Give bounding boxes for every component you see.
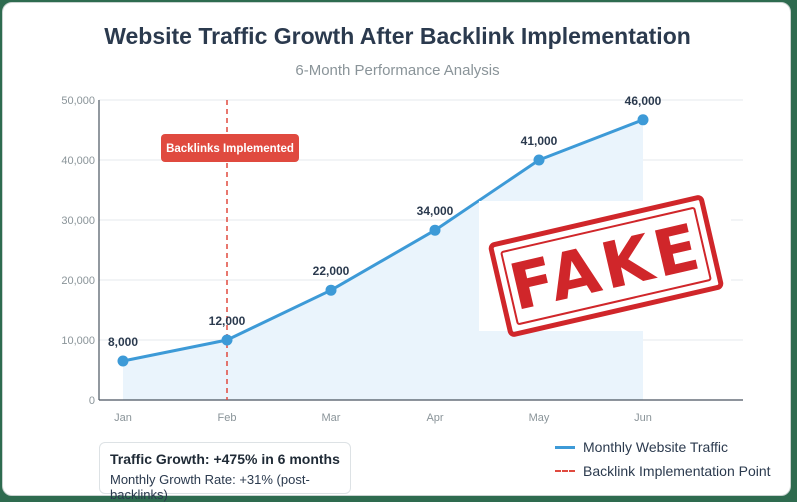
legend-dashed-line-icon	[555, 470, 575, 472]
backlink-marker-badge	[161, 134, 299, 162]
data-points	[117, 114, 649, 367]
fake-stamp: FAKE	[479, 195, 731, 337]
x-tick-label-apr: Apr	[426, 412, 443, 424]
stats-annotation-box: Traffic Growth: +475% in 6 months Monthl…	[99, 442, 351, 502]
data-label-jan: 8,000	[108, 335, 138, 349]
series-line-layer	[121, 118, 645, 363]
chart-subtitle: 6-Month Performance Analysis	[295, 62, 500, 79]
y-tick-label-4: 40,000	[61, 155, 95, 167]
data-label-mar: 22,000	[313, 264, 350, 278]
x-tick-labels: Jan Feb Mar Apr May Jun	[114, 412, 652, 424]
stamp-backdrop	[479, 201, 731, 331]
legend-label-backlink: Backlink Implementation Point	[583, 463, 771, 479]
legend-entry-traffic: Monthly Website Traffic	[555, 435, 771, 459]
x-tick-label-mar: Mar	[322, 412, 341, 424]
data-label-may: 41,000	[521, 134, 558, 148]
traffic-series-line	[121, 118, 645, 363]
y-tick-label-5: 50,000	[61, 95, 95, 107]
data-point-apr	[429, 224, 441, 236]
axes	[98, 100, 743, 401]
x-tick-label-jun: Jun	[634, 412, 652, 424]
traffic-growth-text: Traffic Growth: +475% in 6 months	[110, 451, 340, 467]
stamp-outer-border	[488, 195, 724, 337]
y-tick-label-2: 20,000	[61, 275, 95, 287]
y-tick-label-3: 30,000	[61, 215, 95, 227]
y-tick-label-1: 10,000	[61, 335, 95, 347]
line-chart: 0 10,000 20,000 30,000 40,000 50,000 Jan Feb Ma…	[61, 94, 743, 424]
stamp-inner-border	[500, 207, 712, 325]
legend-solid-line-icon	[555, 445, 575, 449]
data-point-jan	[117, 355, 129, 367]
data-label-feb: 12,000	[209, 314, 246, 328]
legend-label-traffic: Monthly Website Traffic	[583, 439, 728, 455]
data-point-feb	[221, 334, 233, 346]
backlink-marker-layer: Backlinks Implemented	[161, 100, 299, 400]
x-tick-label-may: May	[529, 412, 550, 424]
x-tick-label-feb: Feb	[218, 412, 237, 424]
chart-legend: Monthly Website Traffic Backlink Impleme…	[555, 435, 771, 483]
data-labels: 8,000 12,000 22,000 34,000 41,000 46,000	[108, 94, 662, 349]
growth-rate-text: Monthly Growth Rate: +31% (post-backlink…	[110, 472, 310, 502]
chart-title: Website Traffic Growth After Backlink Im…	[104, 23, 691, 49]
data-point-may	[533, 154, 545, 166]
y-tick-labels: 0 10,000 20,000 30,000 40,000 50,000	[61, 95, 95, 407]
data-label-apr: 34,000	[417, 204, 454, 218]
backlink-marker-label: Backlinks Implemented	[166, 143, 294, 155]
y-tick-label-0: 0	[89, 395, 95, 407]
data-point-jun	[637, 114, 649, 126]
x-tick-label-jan: Jan	[114, 412, 132, 424]
data-label-jun: 46,000	[625, 94, 662, 108]
data-point-mar	[325, 284, 337, 296]
legend-entry-backlink: Backlink Implementation Point	[555, 459, 771, 483]
